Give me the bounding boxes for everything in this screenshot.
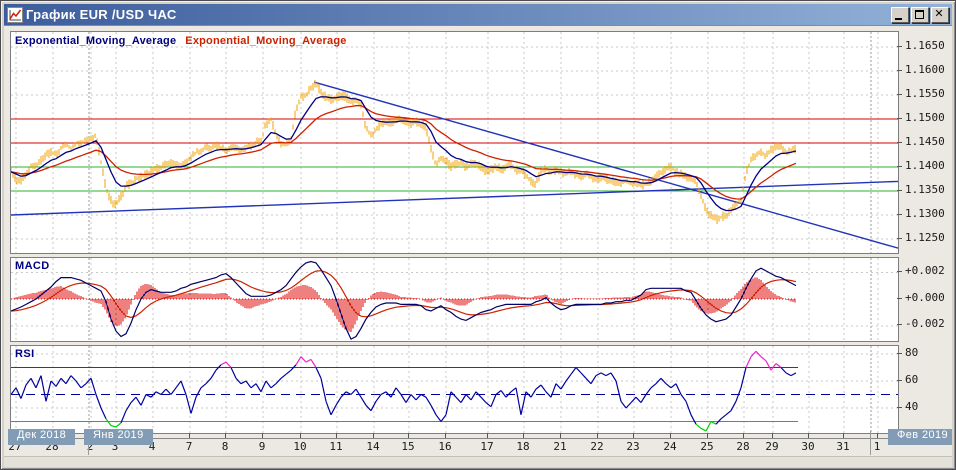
date-label: 29	[765, 440, 779, 453]
date-label: 28	[45, 440, 59, 453]
maximize-button[interactable]	[911, 6, 929, 23]
bottom-strip	[4, 456, 952, 467]
chart-client-area: Exponential_Moving_Average Exponential_Mo…	[4, 25, 952, 467]
axis-tick-label: 60	[905, 373, 919, 386]
rsi-panel[interactable]: RSI	[10, 345, 899, 434]
date-label: 30	[801, 440, 815, 453]
date-label: 3	[111, 440, 119, 453]
date-label: 2	[86, 440, 94, 453]
axis-tick-label: +0.002	[905, 264, 945, 277]
axis-tick-label: 1.1600	[905, 63, 945, 76]
chart-icon	[7, 6, 23, 23]
minimize-button[interactable]	[891, 6, 909, 23]
axis-tick-label: +0.000	[905, 291, 945, 304]
date-label: 7	[185, 440, 193, 453]
axis-tick-label: 1.1300	[905, 207, 945, 220]
date-label: 17	[480, 440, 494, 453]
axis-tick-label: 1.1450	[905, 135, 945, 148]
time-axis-line	[10, 438, 899, 439]
date-label: 15	[401, 440, 415, 453]
date-label: 10	[293, 440, 307, 453]
price-panel[interactable]: Exponential_Moving_Average Exponential_Mo…	[10, 31, 899, 254]
date-label: 16	[438, 440, 452, 453]
close-button[interactable]: ✕	[931, 6, 949, 23]
date-label: 24	[663, 440, 677, 453]
date-label: 28	[736, 440, 750, 453]
axis-tick-label: 1.1250	[905, 231, 945, 244]
axis-tick-label: 1.1400	[905, 159, 945, 172]
month-separator	[88, 431, 89, 455]
macd-panel[interactable]: MACD	[10, 257, 899, 342]
legend-ema-red: Exponential_Moving_Average	[185, 35, 347, 47]
month-separator	[870, 431, 871, 455]
maximize-icon	[915, 9, 924, 19]
indicator-legend: Exponential_Moving_Average Exponential_Mo…	[15, 35, 351, 47]
axis-tick-label: 40	[905, 400, 919, 413]
axis-tick-label: 1.1650	[905, 39, 945, 52]
date-label: 4	[148, 440, 156, 453]
rsi-label: RSI	[15, 348, 35, 360]
minimize-icon	[895, 17, 902, 20]
date-label: 18	[516, 440, 530, 453]
date-label: 14	[366, 440, 380, 453]
macd-label: MACD	[15, 260, 50, 272]
date-label: 1	[873, 440, 881, 453]
date-label: 21	[553, 440, 567, 453]
date-label: 11	[329, 440, 343, 453]
axis-tick-label: 1.1350	[905, 183, 945, 196]
date-label: 8	[221, 440, 229, 453]
date-label: 9	[258, 440, 266, 453]
titlebar[interactable]: График EUR /USD ЧАС ✕	[4, 4, 952, 25]
date-label: 25	[700, 440, 714, 453]
window-controls: ✕	[891, 6, 949, 23]
axis-tick-label: -0.002	[905, 317, 945, 330]
window-title: График EUR /USD ЧАС	[26, 7, 177, 22]
legend-ema-blue: Exponential_Moving_Average	[15, 35, 177, 47]
date-label: 27	[8, 440, 22, 453]
axis-tick-label: 80	[905, 346, 919, 359]
date-label: 23	[626, 440, 640, 453]
date-label: 31	[836, 440, 850, 453]
date-label: 22	[590, 440, 604, 453]
close-icon: ✕	[934, 6, 944, 20]
axis-tick-label: 1.1500	[905, 111, 945, 124]
axis-tick-label: 1.1550	[905, 87, 945, 100]
